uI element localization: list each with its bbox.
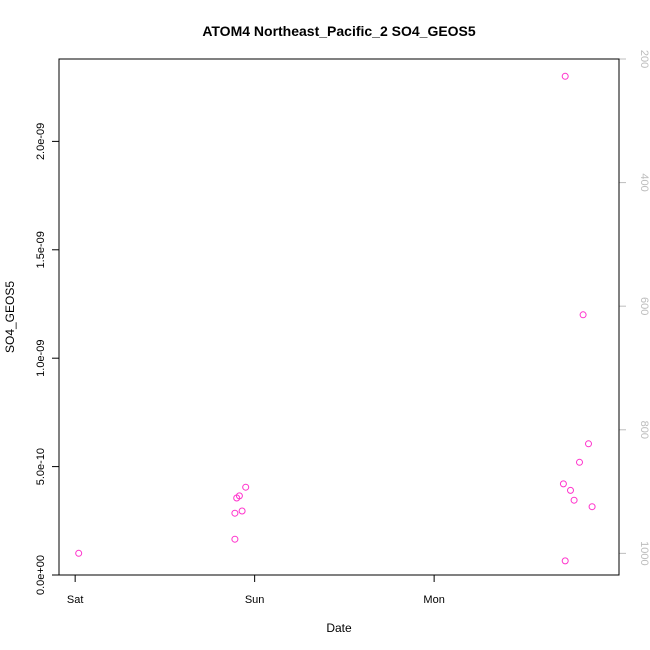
chart-title: ATOM4 Northeast_Pacific_2 SO4_GEOS5 <box>202 23 476 39</box>
y2-tick-label: 200 <box>638 50 650 68</box>
y2-tick-label: 600 <box>638 297 650 315</box>
data-point <box>561 557 569 565</box>
y-tick-label: 2.0e-09 <box>35 123 47 160</box>
y2-tick-label: 800 <box>638 421 650 439</box>
data-point <box>588 503 596 511</box>
y-tick-label: 0.0e+00 <box>35 555 47 595</box>
y-axis-label: SO4_GEOS5 <box>3 281 17 353</box>
axes-layer: Sat Sun Mon 0.0e+00 5.0e-10 1.0e-09 1.5e-09 2.0… <box>35 50 650 606</box>
y-tick-label: 1.0e-09 <box>35 340 47 377</box>
data-point <box>559 480 567 488</box>
data-point <box>235 492 243 500</box>
data-point <box>238 507 246 515</box>
y2-tick-label: 400 <box>638 173 650 191</box>
y-tick-label: 1.5e-09 <box>35 231 47 268</box>
data-point <box>579 311 587 319</box>
data-point <box>567 486 574 494</box>
x-axis-label: Date <box>326 621 352 635</box>
y-tick-label: 5.0e-10 <box>35 448 47 485</box>
x-tick-label: Sun <box>245 594 265 606</box>
data-point <box>576 458 583 466</box>
data-point <box>231 535 239 543</box>
data-point <box>75 549 83 557</box>
y2-tick-label: 1000 <box>638 541 650 565</box>
data-point <box>242 483 250 491</box>
plot-frame <box>58 58 620 576</box>
x-tick-label: Mon <box>423 594 444 606</box>
data-point <box>570 496 578 504</box>
data-point <box>231 509 239 517</box>
data-point <box>585 440 592 448</box>
x-tick-label: Sat <box>67 594 84 606</box>
series-layer <box>75 72 596 565</box>
data-point <box>561 72 569 80</box>
